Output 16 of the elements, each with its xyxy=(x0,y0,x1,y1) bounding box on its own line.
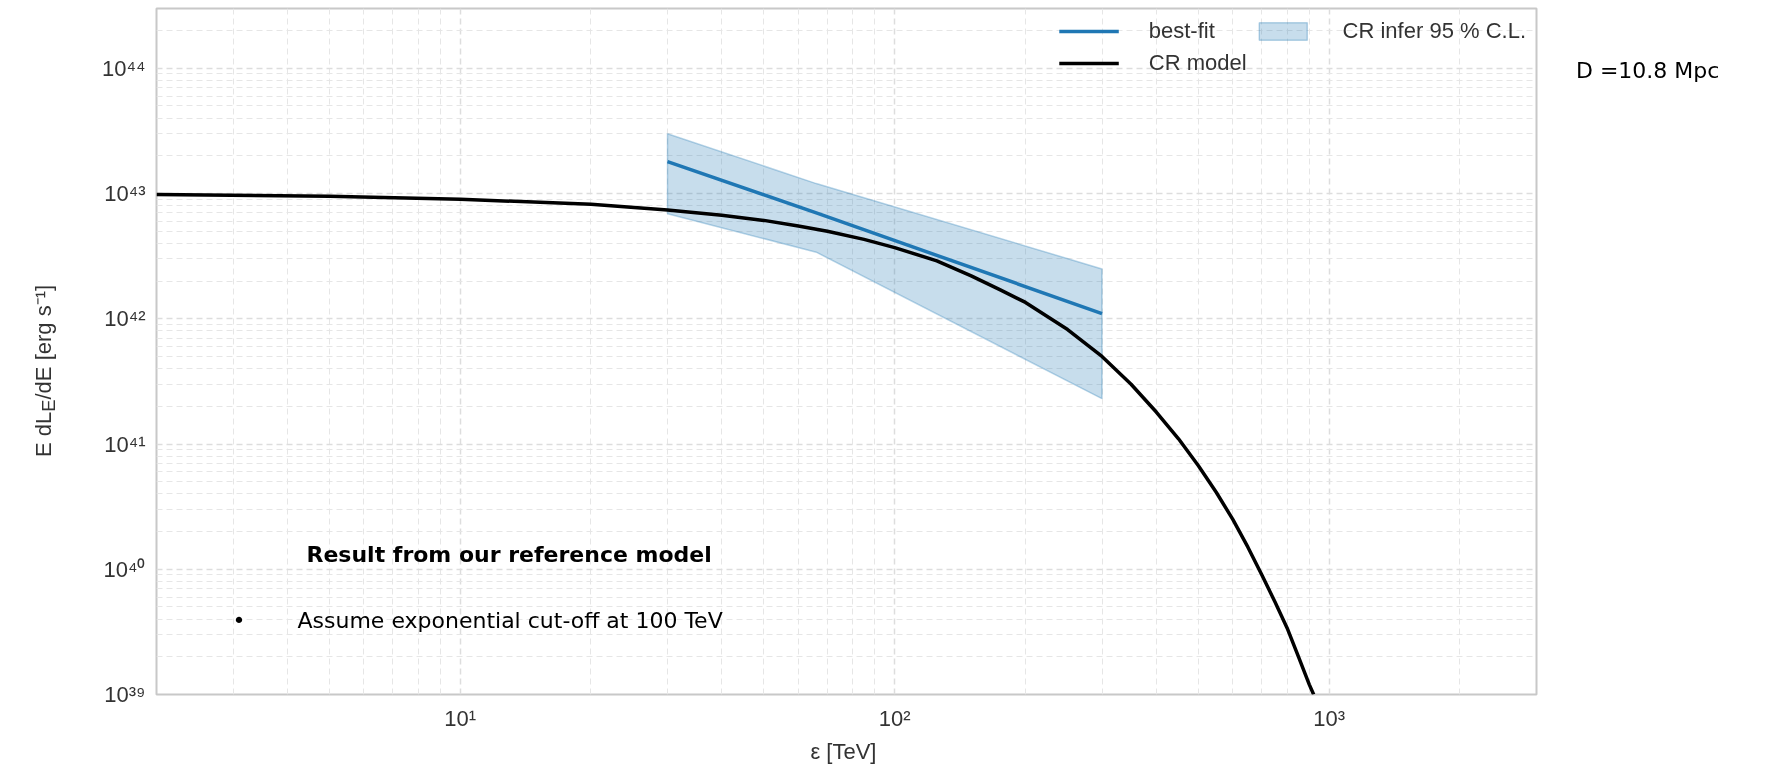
legend-label: CR model xyxy=(1148,50,1247,76)
legend-label: CR infer 95 % C.L. xyxy=(1342,18,1526,44)
annotation: Result from our reference model xyxy=(306,542,712,567)
text: • Assume exponential cut-off at 100 TeV xyxy=(232,608,723,633)
y-tick-label: 10⁴¹ xyxy=(104,431,146,457)
y-tick-label: 10³⁹ xyxy=(104,682,146,707)
x-tick-label: 10² xyxy=(878,705,911,731)
x-tick-label: 10³ xyxy=(1313,705,1346,731)
y-tick-label: 10⁴² xyxy=(104,306,146,332)
y-tick-label: 10⁴⁰ xyxy=(103,556,146,582)
legend-label: best-fit xyxy=(1148,18,1215,44)
x-tick-label: 10¹ xyxy=(444,705,477,731)
text: D =10.8 Mpc xyxy=(1576,57,1720,85)
y-tick-label: 10⁴⁴ xyxy=(102,55,146,81)
x-axis-title: ε [TeV] xyxy=(810,738,877,764)
y-tick-label: 10⁴³ xyxy=(104,181,146,207)
